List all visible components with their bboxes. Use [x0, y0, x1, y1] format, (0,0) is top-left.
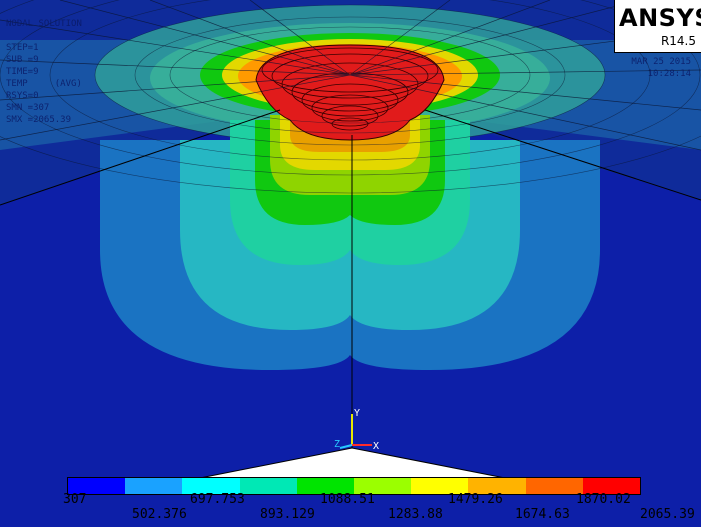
- legend-swatch-6: [354, 478, 412, 494]
- legend-label-bottom-2: 893.129: [260, 507, 315, 522]
- legend-swatch-2: [125, 478, 183, 494]
- legend-swatch-8: [468, 478, 526, 494]
- x-axis-label: X: [373, 441, 379, 452]
- section-edges: [0, 109, 701, 448]
- legend-label-bottom-5: 2065.39: [640, 507, 695, 522]
- legend-label-bottom-4: 1674.63: [515, 507, 570, 522]
- ansys-logo: ANSYS R14.5: [614, 0, 701, 53]
- legend-swatch-9: [525, 478, 583, 494]
- legend-swatch-7: [411, 478, 469, 494]
- y-axis-label: Y: [354, 408, 360, 419]
- surface-mesh-lines: [0, 0, 701, 151]
- solution-info-text: NODAL SOLUTION STEP=1 SUB =9 TIME=9 TEMP…: [6, 19, 82, 125]
- legend-swatch-3: [182, 478, 240, 494]
- legend-swatch-10: [582, 478, 641, 494]
- surface-mesh-rings: [0, 0, 701, 194]
- legend-label-top-4: 1479.26: [448, 492, 503, 507]
- contour-legend-bar: [67, 477, 641, 495]
- legend-swatch-5: [296, 478, 355, 494]
- z-axis-label: Z: [334, 439, 340, 450]
- legend-swatch-4: [239, 478, 297, 494]
- legend-swatch-1: [68, 478, 126, 494]
- axis-triad: Y X Z: [334, 408, 379, 452]
- legend-label-bottom-3: 1283.88: [388, 507, 443, 522]
- legend-label-top-2: 697.753: [190, 492, 245, 507]
- timestamp-text: MAR 25 2015 10:28:14: [631, 57, 691, 79]
- legend-label-top-3: 1088.51: [320, 492, 375, 507]
- z-axis-line: [339, 444, 353, 449]
- logo-name: ANSYS: [619, 4, 701, 32]
- legend-label-top-5: 1870.02: [576, 492, 631, 507]
- melt-pool-mesh: [261, 47, 439, 131]
- legend-label-bottom-1: 502.376: [132, 507, 187, 522]
- legend-label-top-1: 307: [63, 492, 87, 507]
- logo-release: R14.5: [660, 34, 696, 48]
